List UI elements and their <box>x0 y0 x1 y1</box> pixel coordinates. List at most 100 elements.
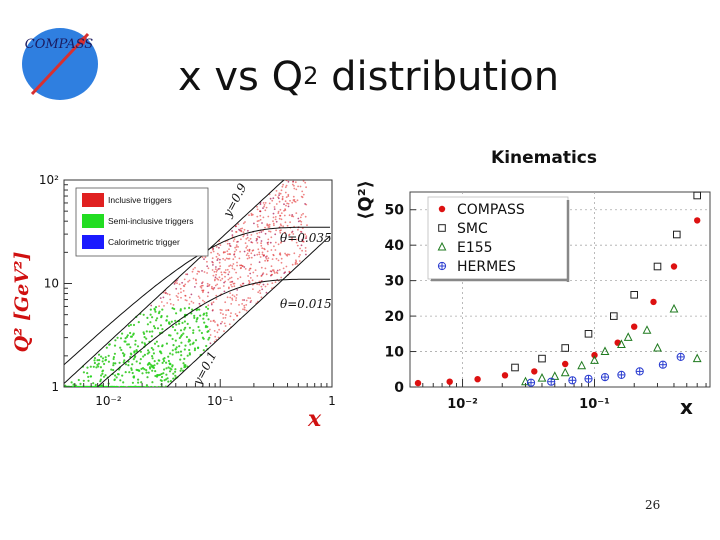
inclusive-point <box>295 212 298 214</box>
inclusive-point <box>245 246 248 249</box>
inclusive-point <box>243 266 246 268</box>
semi-inclusive-point <box>142 331 145 334</box>
right-ytick-label: 0 <box>394 380 404 396</box>
semi-inclusive-point <box>101 357 105 360</box>
inclusive-point <box>238 257 241 260</box>
inclusive-point <box>254 269 257 271</box>
inclusive-point <box>249 297 252 299</box>
inclusive-point <box>230 303 233 305</box>
inclusive-point <box>266 259 269 262</box>
inclusive-point <box>159 297 162 299</box>
semi-inclusive-point <box>180 334 183 337</box>
semi-inclusive-point <box>204 325 208 328</box>
inclusive-point <box>222 317 225 319</box>
semi-inclusive-point <box>134 355 137 358</box>
semi-inclusive-point <box>141 372 144 375</box>
hermes-point <box>547 377 556 386</box>
semi-inclusive-point <box>174 339 177 342</box>
inclusive-point <box>227 309 230 311</box>
semi-inclusive-point <box>160 352 163 355</box>
semi-inclusive-point <box>127 364 130 367</box>
inclusive-point <box>260 242 262 245</box>
semi-inclusive-point <box>138 362 142 365</box>
semi-inclusive-point <box>113 344 117 347</box>
smc-point <box>653 262 662 271</box>
semi-inclusive-point <box>207 318 210 321</box>
inclusive-point <box>234 256 237 258</box>
inclusive-point <box>261 251 264 254</box>
semi-inclusive-point <box>171 349 174 352</box>
inclusive-point <box>278 200 281 203</box>
inclusive-point <box>231 294 234 296</box>
semi-inclusive-point <box>206 307 210 310</box>
semi-inclusive-point <box>145 330 148 333</box>
inclusive-point <box>279 229 281 232</box>
semi-inclusive-point <box>119 337 123 340</box>
inclusive-point <box>260 275 263 277</box>
semi-inclusive-point <box>169 380 172 383</box>
semi-inclusive-point <box>162 358 165 361</box>
inclusive-point <box>203 301 206 303</box>
inclusive-point <box>188 296 191 299</box>
inclusive-point <box>211 285 213 288</box>
semi-inclusive-point <box>175 312 178 315</box>
inclusive-point <box>272 220 274 223</box>
inclusive-point <box>244 242 247 244</box>
semi-inclusive-point <box>159 324 163 327</box>
inclusive-point <box>297 217 300 220</box>
inclusive-point <box>217 257 219 260</box>
semi-inclusive-point <box>171 365 174 368</box>
inclusive-point <box>185 299 188 302</box>
semi-inclusive-point <box>132 323 136 327</box>
semi-inclusive-point <box>205 344 208 348</box>
inclusive-point <box>269 241 272 244</box>
inclusive-point <box>277 196 279 198</box>
semi-inclusive-point <box>124 340 127 343</box>
semi-inclusive-point <box>104 359 107 362</box>
semi-inclusive-point <box>154 306 158 309</box>
inclusive-point <box>290 231 293 234</box>
semi-inclusive-point <box>161 308 164 311</box>
semi-inclusive-point <box>121 332 124 335</box>
semi-inclusive-point <box>154 370 157 373</box>
inclusive-point <box>229 292 232 294</box>
inclusive-point <box>162 296 165 299</box>
inclusive-point <box>264 267 267 270</box>
semi-inclusive-point <box>132 375 136 378</box>
inclusive-point <box>252 271 255 274</box>
inclusive-point <box>283 240 286 243</box>
inclusive-point <box>233 285 236 288</box>
inclusive-point <box>295 238 298 241</box>
inclusive-point <box>278 269 281 271</box>
inclusive-point <box>305 235 308 238</box>
inclusive-point <box>304 233 306 236</box>
inclusive-point <box>230 276 233 279</box>
semi-inclusive-point <box>202 337 205 340</box>
semi-inclusive-point <box>188 326 191 329</box>
inclusive-point <box>231 267 234 270</box>
inclusive-point <box>302 180 305 182</box>
semi-inclusive-point <box>189 343 192 346</box>
semi-inclusive-point <box>173 307 176 311</box>
inclusive-point <box>176 296 179 298</box>
e155-point <box>577 360 587 370</box>
semi-inclusive-point <box>183 328 186 331</box>
inclusive-point <box>192 302 195 304</box>
smc-point <box>693 191 701 200</box>
inclusive-point <box>194 286 196 288</box>
semi-inclusive-point <box>175 346 178 349</box>
semi-inclusive-point <box>131 371 134 375</box>
inclusive-point <box>231 299 234 301</box>
semi-inclusive-point <box>121 352 125 355</box>
inclusive-point <box>298 234 301 237</box>
right-ytick-label: 40 <box>385 238 405 254</box>
inclusive-point <box>247 275 250 277</box>
logo-needle-tip <box>78 34 88 45</box>
inclusive-point <box>277 259 280 262</box>
semi-inclusive-point <box>151 330 154 333</box>
inclusive-point <box>302 240 305 243</box>
semi-inclusive-point <box>176 332 179 335</box>
semi-inclusive-point <box>200 331 203 335</box>
inclusive-point <box>285 184 288 187</box>
inclusive-point <box>280 212 283 214</box>
